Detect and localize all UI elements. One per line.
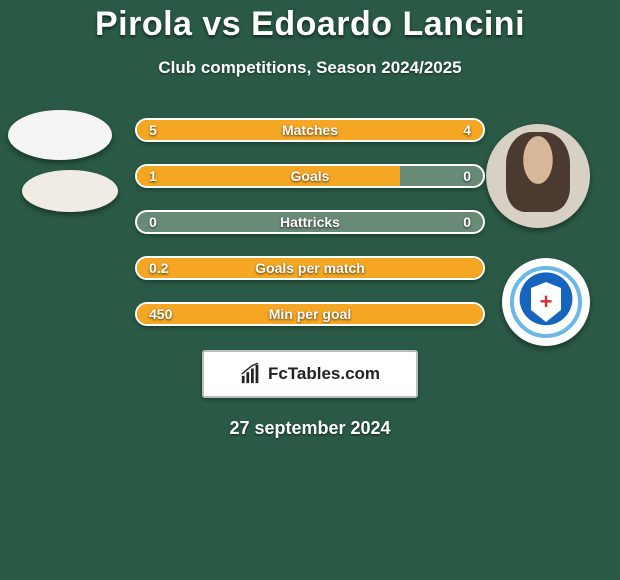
- page-title: Pirola vs Edoardo Lancini: [0, 5, 620, 44]
- player-right-photo: [486, 124, 590, 228]
- stat-row: 450Min per goal: [135, 302, 485, 326]
- stat-label: Hattricks: [137, 214, 483, 230]
- date-label: 27 september 2024: [0, 418, 620, 439]
- stat-row: 1Goals0: [135, 164, 485, 188]
- club-left-crest-placeholder: [22, 170, 118, 212]
- subtitle: Club competitions, Season 2024/2025: [0, 58, 620, 78]
- player-left-photo-placeholder: [8, 110, 112, 160]
- stat-label: Matches: [137, 122, 483, 138]
- stat-row: 5Matches4: [135, 118, 485, 142]
- stat-row: 0.2Goals per match: [135, 256, 485, 280]
- stat-row: 0Hattricks0: [135, 210, 485, 234]
- stat-label: Goals: [137, 168, 483, 184]
- club-right-crest: [502, 258, 590, 346]
- brand-badge[interactable]: FcTables.com: [202, 350, 418, 398]
- comparison-card: Pirola vs Edoardo Lancini Club competiti…: [0, 0, 620, 580]
- stat-right-value: 4: [463, 122, 471, 138]
- stat-right-value: 0: [463, 214, 471, 230]
- stat-right-value: 0: [463, 168, 471, 184]
- brand-text: FcTables.com: [268, 364, 380, 384]
- stat-label: Min per goal: [137, 306, 483, 322]
- chart-icon: [240, 363, 262, 385]
- novara-crest-icon: [510, 266, 582, 338]
- stat-label: Goals per match: [137, 260, 483, 276]
